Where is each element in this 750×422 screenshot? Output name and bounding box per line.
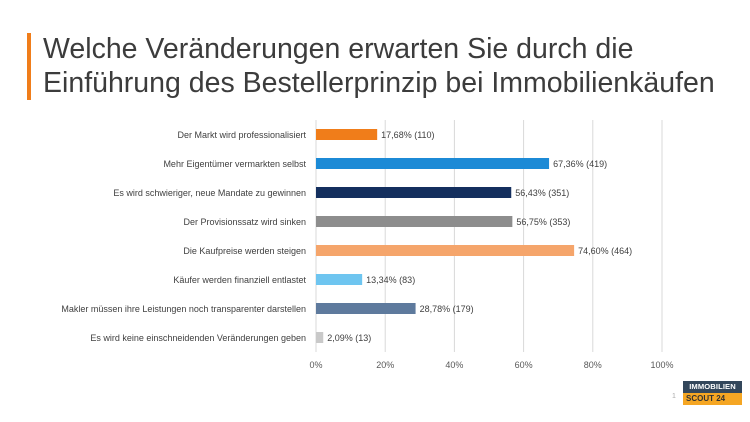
x-tick-label: 80% [584, 360, 602, 370]
bar [316, 187, 512, 198]
category-label: Makler müssen ihre Leistungen noch trans… [61, 304, 306, 314]
bar [316, 216, 513, 227]
category-label: Der Markt wird professionalisiert [177, 130, 306, 140]
data-label: 2,09% (13) [327, 333, 371, 343]
category-label: Die Kaufpreise werden steigen [183, 246, 306, 256]
category-label: Es wird schwieriger, neue Mandate zu gew… [113, 188, 306, 198]
bar [316, 245, 575, 256]
data-label: 67,36% (419) [553, 159, 607, 169]
x-tick-label: 40% [445, 360, 463, 370]
logo-line-1: IMMOBILIEN [683, 381, 742, 393]
category-label: Der Provisionssatz wird sinken [183, 217, 306, 227]
category-label: Käufer werden finanziell entlastet [173, 275, 306, 285]
x-tick-label: 100% [650, 360, 673, 370]
x-tick-label: 60% [515, 360, 533, 370]
chart-title-line-2: Einführung des Bestellerprinzip bei Immo… [43, 67, 715, 99]
category-label: Mehr Eigentümer vermarkten selbst [163, 159, 306, 169]
bar [316, 274, 363, 285]
logo-line-2: SCOUT 24 [683, 393, 742, 405]
bar [316, 303, 416, 314]
chart-title-line-1: Welche Veränderungen erwarten Sie durch … [43, 33, 634, 65]
slide-number: 1 [672, 393, 676, 400]
chart-title: Welche Veränderungen erwarten Sie durch … [43, 32, 733, 100]
immobilienscout24-logo: IMMOBILIEN SCOUT 24 [683, 381, 742, 405]
data-label: 13,34% (83) [366, 275, 415, 285]
x-tick-label: 0% [309, 360, 322, 370]
x-tick-label: 20% [376, 360, 394, 370]
bar [316, 332, 324, 343]
data-label: 56,75% (353) [516, 217, 570, 227]
bar [316, 129, 378, 140]
data-label: 74,60% (464) [578, 246, 632, 256]
data-label: 28,78% (179) [420, 304, 474, 314]
data-label: 56,43% (351) [515, 188, 569, 198]
bar [316, 158, 550, 169]
title-accent-bar [27, 33, 31, 100]
data-label: 17,68% (110) [381, 130, 434, 140]
category-label: Es wird keine einschneidenden Veränderun… [90, 333, 306, 343]
